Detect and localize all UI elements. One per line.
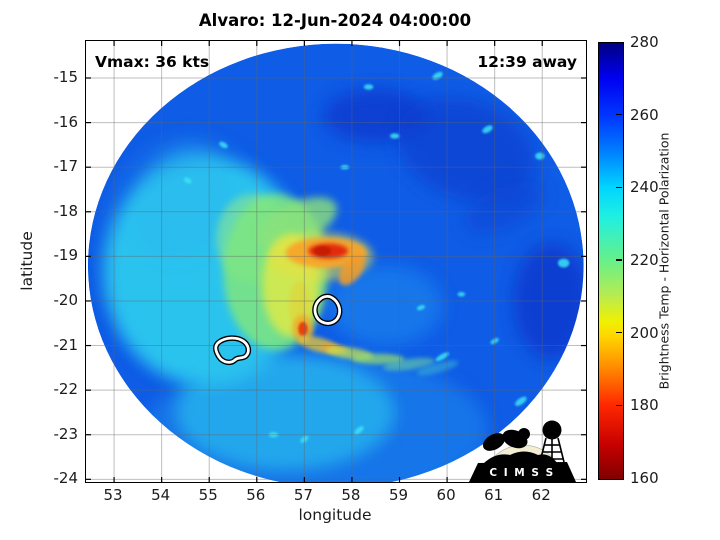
vmax-annotation: Vmax: 36 kts — [95, 53, 210, 71]
logo-text: C I M S S — [489, 467, 554, 479]
storm-feature-navy-right-edge — [513, 242, 584, 359]
cloud-speckle — [457, 292, 466, 297]
logo-banner — [469, 462, 576, 482]
colorbar-tick-label: 280 — [630, 33, 659, 51]
cloud-speckle — [557, 258, 570, 268]
page-title: Alvaro: 12-Jun-2024 04:00:00 — [198, 11, 472, 30]
swath-layer — [87, 43, 584, 482]
plot-area: C I M S S — [85, 40, 587, 483]
y-tick-label: -16 — [53, 112, 79, 131]
colorbar-axis-label: Brightness Temp - Horizontal Polarizatio… — [656, 132, 672, 390]
grid-lines — [86, 41, 586, 482]
cloud-speckle — [354, 426, 364, 435]
cloud-speckle — [482, 125, 493, 134]
colorbar-tick-label: 260 — [630, 105, 659, 124]
cimss-logo: C I M S S — [469, 420, 576, 482]
cloud-speckle — [219, 141, 228, 149]
storm-feature-navy-streak-ne — [464, 181, 544, 233]
storm-feature-band-arc-5 — [416, 360, 459, 376]
storm-feature-navy-top-right — [396, 97, 536, 202]
y-tick-label: -22 — [53, 380, 79, 399]
cloud-speckle — [340, 164, 350, 170]
x-tick-label: 54 — [151, 486, 171, 504]
y-tick-label: -17 — [53, 157, 79, 176]
colorbar-tick — [616, 331, 622, 334]
colorbar-tick — [616, 186, 622, 189]
cloud-speckle — [363, 84, 374, 90]
storm-feature-band-arc-4 — [383, 357, 435, 371]
storm-heatmap-svg: C I M S S — [86, 41, 586, 482]
x-tick-label: 58 — [341, 486, 361, 504]
center-fix-contour — [213, 335, 252, 366]
x-tick-label: 53 — [103, 486, 123, 504]
colorbar-tick — [616, 259, 622, 261]
cloud-speckle — [535, 152, 545, 160]
colorbar-gradient — [598, 42, 624, 480]
storm-feature-cyan-north-arm — [135, 146, 231, 259]
cloud-speckle — [300, 435, 309, 443]
colorbar-tick-label: 160 — [630, 469, 659, 487]
cloud-speckle — [183, 177, 192, 184]
water-tower-icon — [542, 420, 562, 440]
y-tick-label: -20 — [53, 290, 79, 309]
colorbar-tick-label: 200 — [630, 323, 659, 342]
colorbar-tick-label: 180 — [630, 396, 659, 415]
satellite-dish-icon — [482, 433, 506, 451]
cloud-speckle — [268, 432, 279, 438]
y-tick-label: -24 — [53, 469, 79, 488]
storm-feature-cyan-south — [175, 354, 395, 471]
x-tick-label: 55 — [198, 486, 218, 504]
cloud-speckle — [435, 352, 450, 362]
cloud-speckle — [389, 133, 400, 139]
center-fix-contour — [312, 293, 343, 327]
colorbar-tick — [616, 113, 622, 116]
x-tick-label: 57 — [293, 486, 313, 504]
storm-feature-red-core-dark — [313, 246, 332, 256]
colorbar-tick — [616, 404, 622, 407]
y-tick-label: -19 — [53, 246, 79, 265]
y-tick-label: -23 — [53, 424, 79, 443]
cloud-speckle — [515, 396, 527, 406]
storm-feature-green-comma-top-arm — [257, 197, 337, 249]
x-tick-label: 59 — [388, 486, 409, 504]
cloud-speckle — [416, 305, 426, 311]
cloud-speckle — [490, 338, 499, 345]
colorbar-tick-label: 220 — [630, 251, 659, 269]
x-tick-label: 62 — [531, 486, 551, 504]
storm-feature-orange-dot — [298, 321, 308, 337]
eta-annotation: 12:39 away — [477, 53, 577, 71]
storm-feature-band-arc-3 — [351, 353, 405, 365]
storm-feature-light-blue-right-of-center — [328, 265, 443, 346]
storm-feature-orange-tail-east — [339, 254, 365, 286]
y-tick-label: -15 — [53, 68, 79, 86]
colorbar-tick-label: 240 — [630, 178, 659, 197]
y-tick-label: -21 — [53, 335, 79, 354]
x-tick-label: 60 — [436, 486, 456, 504]
y-tick-label: -18 — [53, 201, 79, 220]
cloud-speckle — [432, 71, 443, 80]
x-tick-label: 56 — [246, 486, 266, 504]
x-tick-label: 61 — [484, 486, 504, 504]
x-axis-title: longitude — [298, 506, 372, 524]
